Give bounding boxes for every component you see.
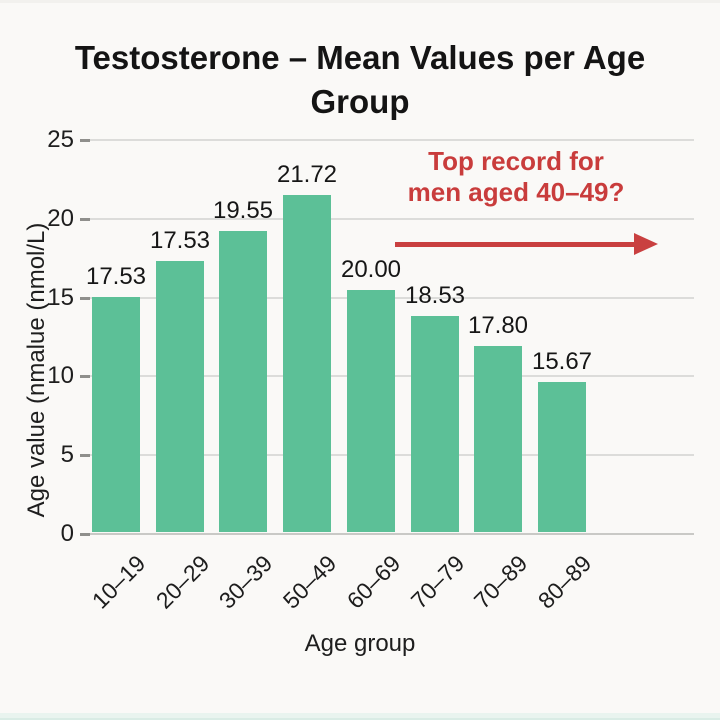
bar-70–79 [411, 316, 459, 532]
x-tick-label-5: 70–79 [405, 550, 470, 614]
x-tick-label-7: 80–89 [532, 550, 597, 614]
bar-30–39 [219, 231, 267, 532]
y-tick-mark-15 [80, 296, 90, 300]
bar-60–69 [347, 290, 395, 532]
y-tick-label-5: 5 [60, 441, 74, 469]
annotation-line-1: Top record for [428, 146, 604, 176]
chart-title-line-1: Testosterone – Mean Values per Age [74, 39, 646, 76]
x-tick-label-2: 30–39 [213, 550, 278, 614]
bar-value-label-4: 20.00 [340, 256, 402, 283]
chart-title: Testosterone – Mean Values per Age Group [60, 36, 660, 124]
y-tick-mark-20 [80, 217, 90, 221]
y-tick-mark-0 [80, 533, 90, 536]
bar-value-label-1: 17.53 [149, 227, 211, 254]
gridline-y-0 [80, 533, 694, 535]
y-tick-label-0: 0 [60, 520, 74, 547]
bar-80–89 [538, 382, 586, 532]
y-axis-label: Age value (nmalue (nmol/L) [23, 222, 50, 518]
gridline-y-20 [80, 217, 694, 220]
annotation-line-2: men aged 40–49? [407, 177, 625, 207]
bar-70–89 [474, 346, 522, 532]
top-edge-strip [0, 0, 720, 3]
x-axis-label: Age group [304, 630, 416, 657]
gridline-y-25 [80, 139, 694, 141]
bar-value-label-3: 21.72 [276, 161, 338, 188]
y-tick-label-20: 20 [47, 204, 74, 232]
right-arrow-icon [395, 233, 658, 255]
bottom-edge-strip [0, 713, 720, 720]
bar-20–29 [156, 261, 204, 532]
bar-value-label-0: 17.53 [85, 263, 147, 290]
y-tick-mark-10 [80, 375, 90, 379]
bar-50–49 [283, 195, 331, 532]
y-tick-mark-5 [80, 454, 90, 458]
x-tick-label-1: 20–29 [150, 550, 215, 614]
arrow-shaft [395, 242, 635, 247]
annotation-text: Top record for men aged 40–49? [386, 146, 646, 208]
bar-value-label-7: 15.67 [531, 348, 593, 375]
y-tick-label-10: 10 [47, 362, 74, 390]
bar-value-label-6: 17.80 [467, 312, 529, 339]
arrow-head [634, 233, 658, 255]
x-tick-label-6: 70–89 [468, 550, 533, 614]
bar-10–19 [92, 297, 140, 532]
x-tick-label-4: 60–69 [341, 550, 406, 614]
y-tick-label-25: 25 [47, 126, 74, 153]
bar-value-label-5: 18.53 [404, 282, 466, 309]
y-tick-mark-25 [80, 139, 90, 142]
bar-value-label-2: 19.55 [212, 197, 274, 224]
x-tick-label-0: 10–19 [86, 550, 151, 614]
y-tick-label-15: 15 [47, 283, 74, 311]
x-tick-label-3: 50–49 [277, 550, 342, 614]
chart-title-line-2: Group [310, 83, 410, 120]
